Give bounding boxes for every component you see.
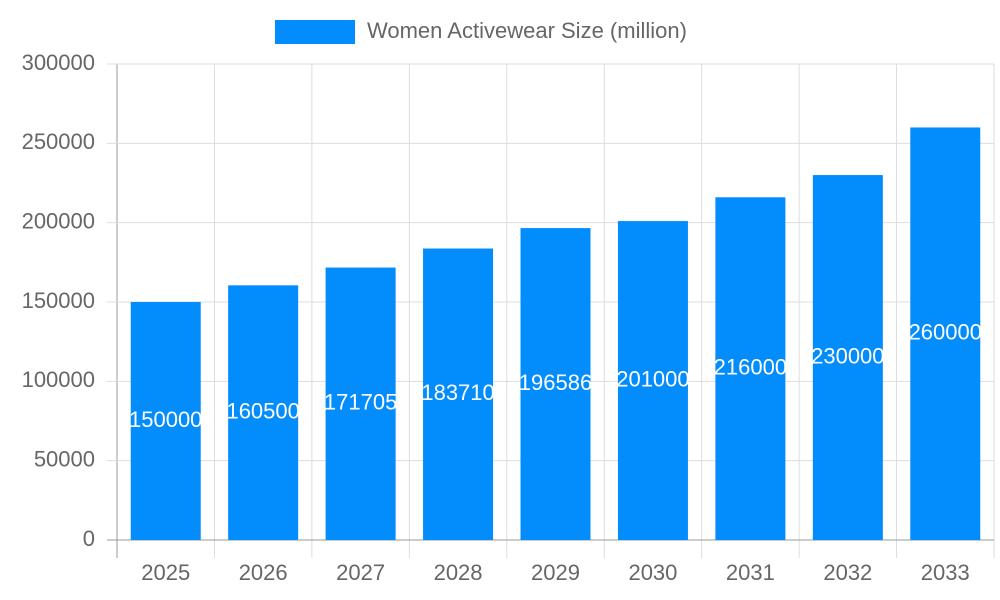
data-label: 183710 xyxy=(421,380,494,405)
y-tick-label: 300000 xyxy=(22,50,95,75)
x-tick-label: 2030 xyxy=(628,560,677,585)
bar xyxy=(228,285,299,540)
data-label: 201000 xyxy=(616,366,689,391)
bar xyxy=(520,228,591,540)
x-tick-label: 2025 xyxy=(141,560,190,585)
data-label: 260000 xyxy=(909,320,982,345)
bar xyxy=(715,197,786,540)
bar xyxy=(325,267,396,540)
x-tick-label: 2033 xyxy=(921,560,970,585)
x-tick-label: 2031 xyxy=(726,560,775,585)
legend-label: Women Activewear Size (million) xyxy=(367,18,687,43)
data-label: 196586 xyxy=(519,370,592,395)
y-tick-label: 200000 xyxy=(22,208,95,233)
bar xyxy=(812,175,883,541)
y-tick-label: 50000 xyxy=(34,446,95,471)
x-tick-label: 2026 xyxy=(239,560,288,585)
y-tick-label: 150000 xyxy=(22,288,95,313)
bar xyxy=(130,302,201,540)
data-label: 171705 xyxy=(324,390,397,415)
y-tick-label: 250000 xyxy=(22,129,95,154)
x-tick-label: 2032 xyxy=(823,560,872,585)
data-label: 230000 xyxy=(811,343,884,368)
bar xyxy=(617,221,688,540)
x-tick-label: 2029 xyxy=(531,560,580,585)
x-tick-label: 2027 xyxy=(336,560,385,585)
data-label: 216000 xyxy=(714,354,787,379)
bar xyxy=(423,248,494,540)
data-label: 160500 xyxy=(226,398,299,423)
x-tick-label: 2028 xyxy=(434,560,483,585)
y-tick-label: 100000 xyxy=(22,367,95,392)
y-tick-label: 0 xyxy=(83,526,95,551)
data-label: 150000 xyxy=(129,407,202,432)
legend-swatch xyxy=(275,20,355,44)
bar xyxy=(910,127,981,540)
